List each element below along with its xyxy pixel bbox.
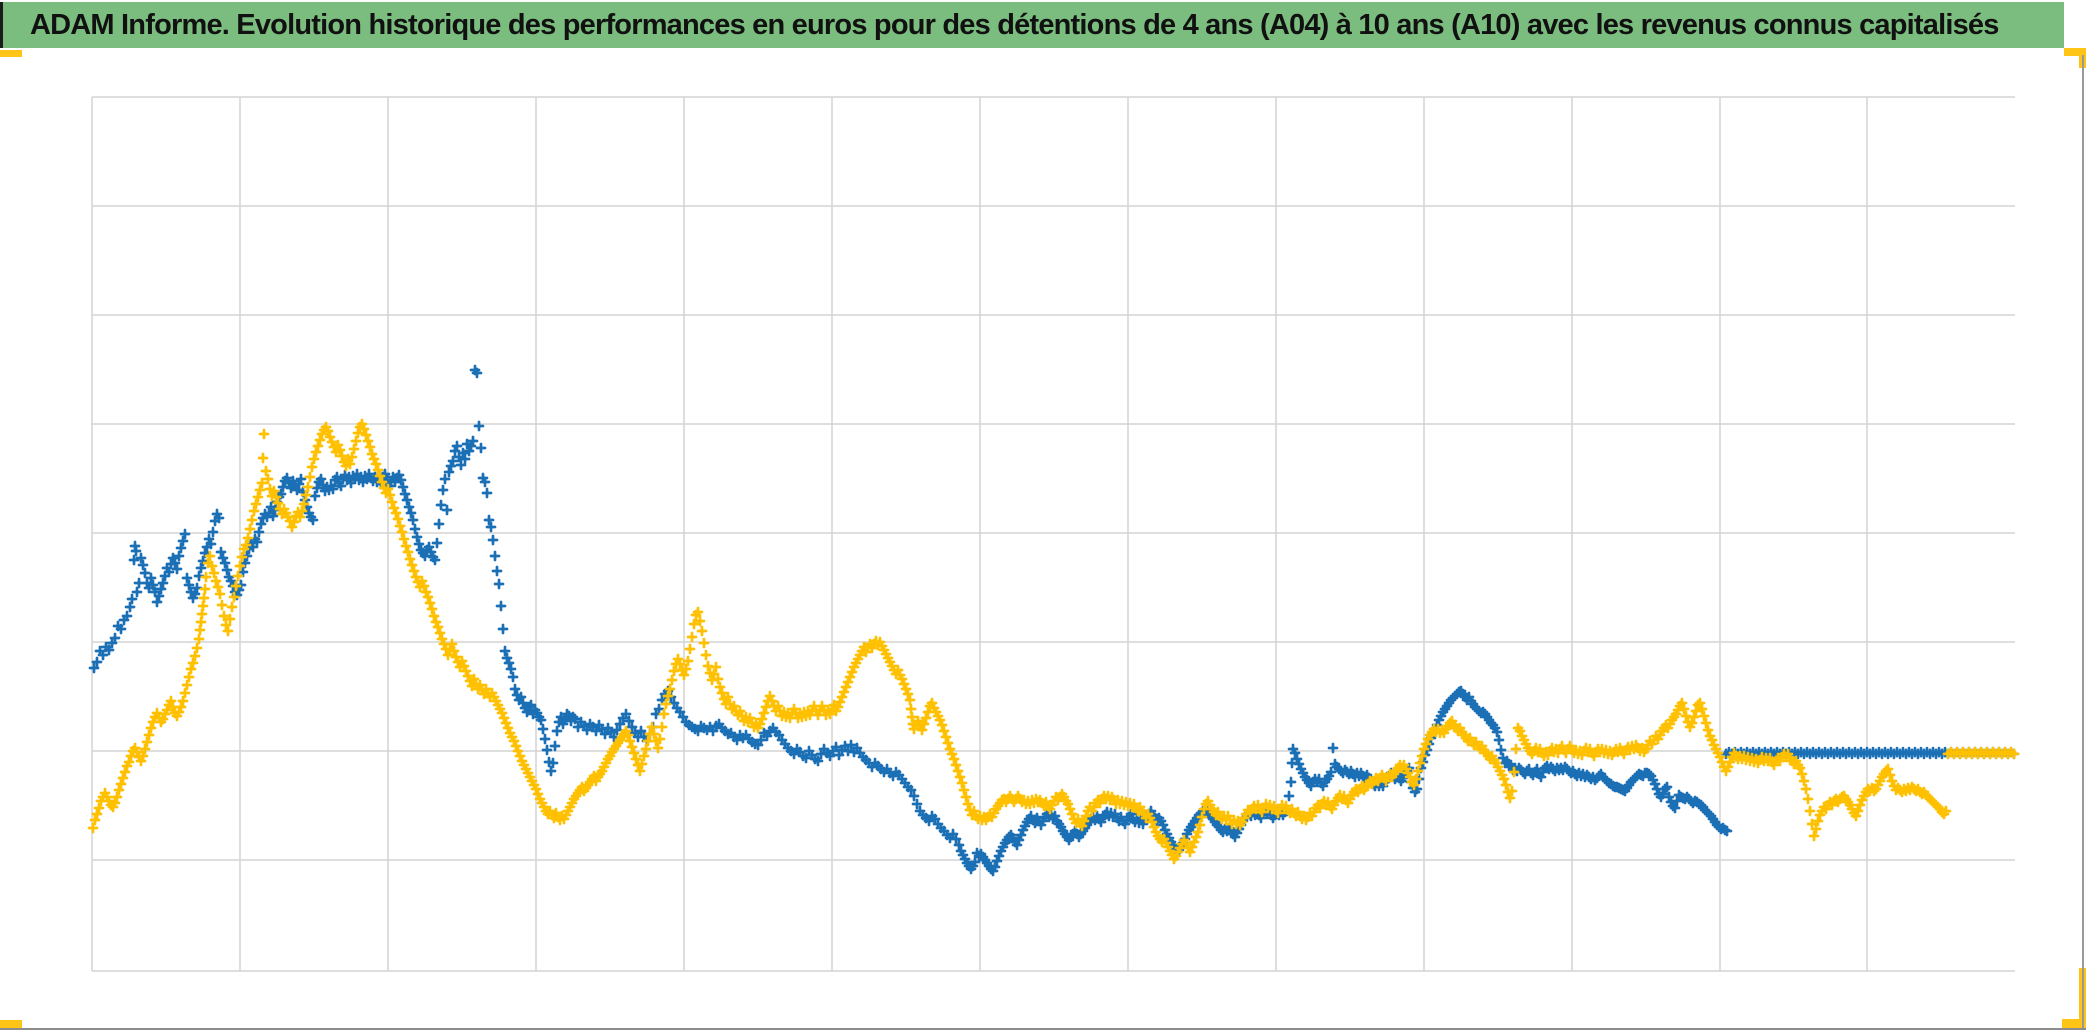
corner-accent-top-left	[0, 50, 22, 57]
window-bottom-border	[0, 1028, 2086, 1030]
corner-accent-top-right	[2064, 48, 2086, 56]
gold-series	[87, 418, 2020, 865]
window-right-border	[2082, 55, 2084, 1028]
corner-accent-bottom-right	[2062, 1019, 2086, 1028]
window-left-edge	[0, 2, 3, 48]
corner-accent-bottom-left	[0, 1020, 22, 1028]
title-bar: ADAM Informe. Evolution historique des p…	[0, 2, 2064, 48]
page-title: ADAM Informe. Evolution historique des p…	[30, 8, 1999, 41]
